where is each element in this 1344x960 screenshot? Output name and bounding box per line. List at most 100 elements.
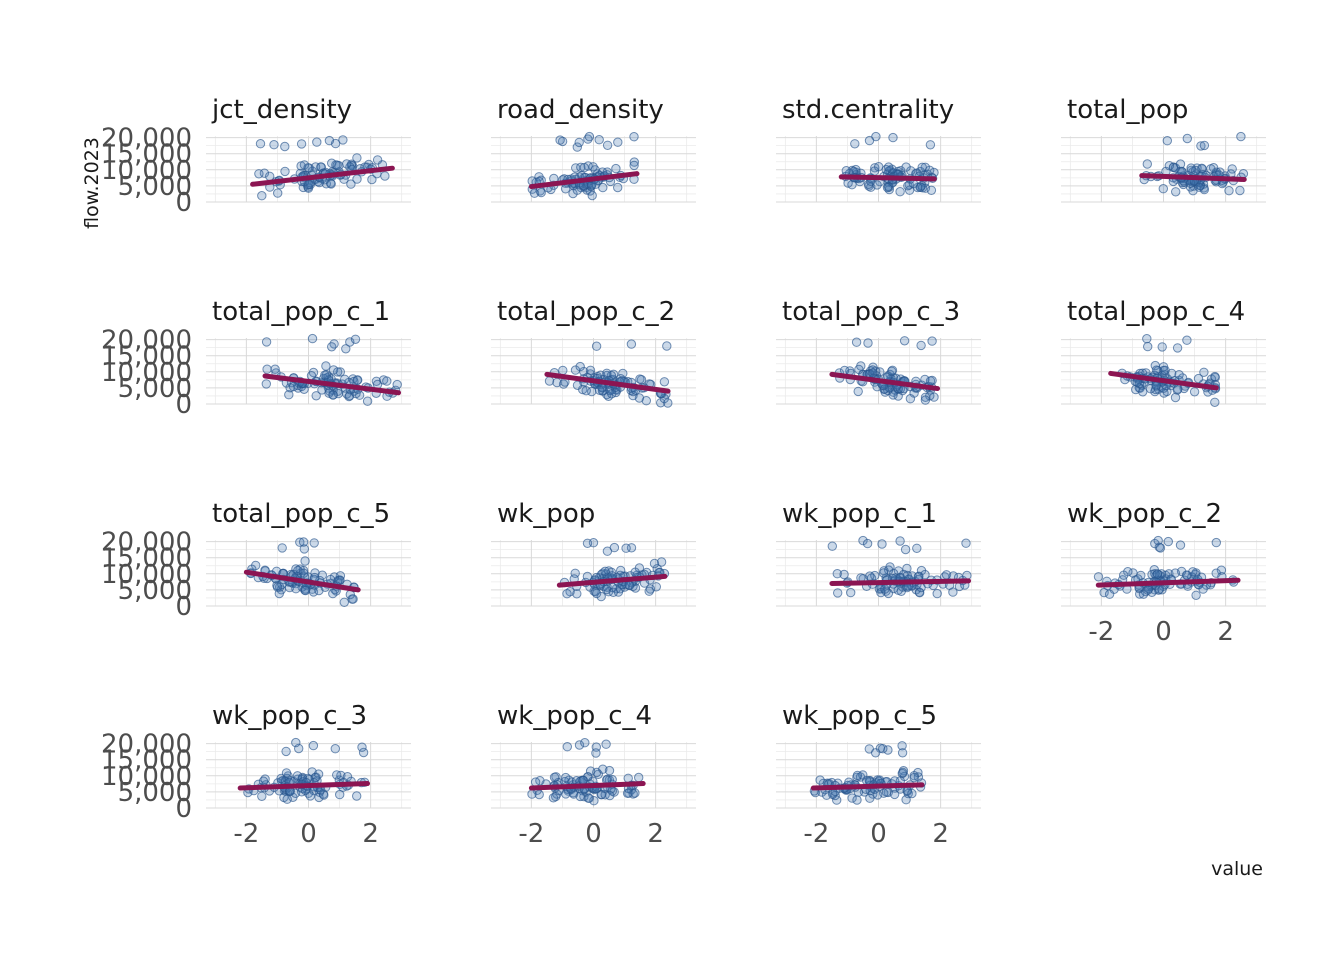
facet-title: total_pop_c_5 bbox=[212, 499, 390, 529]
y-tick-label: 20,000 bbox=[101, 326, 192, 356]
data-point bbox=[853, 386, 863, 397]
facet-title: total_pop_c_3 bbox=[782, 297, 960, 327]
data-point bbox=[926, 185, 937, 196]
data-point bbox=[262, 364, 272, 374]
facet-title: total_pop_c_1 bbox=[212, 297, 390, 327]
data-point bbox=[897, 741, 907, 751]
data-point bbox=[342, 159, 352, 169]
data-point bbox=[367, 174, 377, 185]
data-point bbox=[296, 139, 307, 149]
data-point bbox=[580, 738, 590, 748]
data-point bbox=[350, 334, 361, 344]
data-point bbox=[353, 375, 363, 385]
data-point bbox=[254, 169, 264, 179]
fit-line bbox=[1108, 370, 1219, 391]
data-point bbox=[269, 140, 279, 150]
data-point bbox=[815, 775, 825, 785]
data-point bbox=[1152, 569, 1163, 579]
data-point bbox=[1151, 365, 1162, 375]
data-point bbox=[827, 541, 837, 551]
data-point bbox=[534, 789, 544, 800]
data-point bbox=[335, 789, 345, 800]
data-point bbox=[572, 142, 582, 152]
x-tick-label: -2 bbox=[1088, 617, 1114, 647]
data-point bbox=[585, 365, 596, 375]
data-point bbox=[352, 791, 362, 801]
data-point bbox=[562, 742, 572, 752]
data-point bbox=[587, 190, 597, 201]
data-point bbox=[912, 543, 922, 553]
data-point bbox=[357, 742, 367, 752]
data-point bbox=[544, 376, 555, 386]
data-point bbox=[932, 588, 942, 599]
data-point bbox=[555, 135, 565, 145]
data-point bbox=[346, 179, 356, 189]
data-point bbox=[341, 344, 351, 354]
data-point bbox=[862, 538, 873, 549]
y-tick-label: 10,000 bbox=[101, 358, 192, 388]
data-point bbox=[602, 368, 612, 378]
data-point bbox=[613, 182, 623, 193]
data-point bbox=[605, 790, 615, 801]
facet-panel-road_density: road_density bbox=[491, 95, 696, 203]
data-point bbox=[352, 174, 362, 184]
y-tick-label: 20,000 bbox=[101, 730, 192, 760]
facet-panel-wk_pop_c_1: wk_pop_c_1 bbox=[776, 499, 981, 607]
data-point bbox=[1210, 397, 1220, 407]
data-point bbox=[276, 773, 286, 784]
y-tick-label: 10,000 bbox=[101, 156, 192, 186]
data-point bbox=[948, 587, 958, 597]
y-tick-label: 0 bbox=[175, 592, 192, 622]
x-tick-label: 2 bbox=[1217, 617, 1234, 647]
facet-title: total_pop_c_2 bbox=[497, 297, 675, 327]
data-point bbox=[529, 188, 540, 198]
data-point bbox=[1211, 537, 1222, 548]
data-point bbox=[629, 132, 639, 142]
data-point bbox=[900, 544, 911, 555]
y-tick-label: 5,000 bbox=[118, 778, 192, 808]
y-tick-label: 15,000 bbox=[101, 544, 192, 574]
data-point bbox=[1196, 141, 1206, 151]
data-point bbox=[594, 135, 604, 145]
data-point bbox=[847, 793, 857, 803]
data-point bbox=[1236, 131, 1246, 142]
data-point bbox=[306, 371, 317, 381]
data-point bbox=[280, 166, 290, 177]
data-point bbox=[339, 597, 349, 607]
data-point bbox=[1173, 384, 1183, 394]
data-point bbox=[1194, 182, 1204, 192]
data-point bbox=[584, 793, 594, 803]
data-point bbox=[552, 377, 562, 388]
data-point bbox=[873, 790, 883, 800]
data-point bbox=[1170, 392, 1181, 403]
data-point bbox=[850, 139, 860, 149]
data-point bbox=[549, 772, 560, 782]
data-point bbox=[585, 766, 596, 776]
data-point bbox=[530, 777, 541, 787]
facet-title: total_pop bbox=[1067, 95, 1188, 125]
data-point bbox=[277, 543, 287, 553]
data-point bbox=[293, 565, 303, 576]
y-tick-label: 0 bbox=[175, 794, 192, 824]
data-point bbox=[338, 135, 348, 145]
data-point bbox=[634, 772, 644, 783]
data-point bbox=[594, 385, 605, 395]
data-point bbox=[863, 338, 873, 348]
data-point bbox=[895, 536, 905, 546]
data-point bbox=[300, 585, 311, 596]
data-point bbox=[562, 589, 572, 599]
data-point bbox=[591, 341, 602, 351]
facet-title: wk_pop_c_5 bbox=[782, 701, 937, 731]
data-point bbox=[309, 538, 319, 548]
data-point bbox=[325, 574, 336, 585]
data-point bbox=[1181, 570, 1192, 580]
data-point bbox=[272, 582, 283, 592]
facet-title: wk_pop_c_1 bbox=[782, 499, 937, 529]
data-point bbox=[1138, 387, 1148, 397]
fit-line bbox=[544, 371, 671, 394]
data-point bbox=[261, 337, 272, 347]
data-point bbox=[327, 158, 337, 168]
data-point bbox=[1186, 163, 1196, 173]
data-point bbox=[1160, 365, 1170, 375]
